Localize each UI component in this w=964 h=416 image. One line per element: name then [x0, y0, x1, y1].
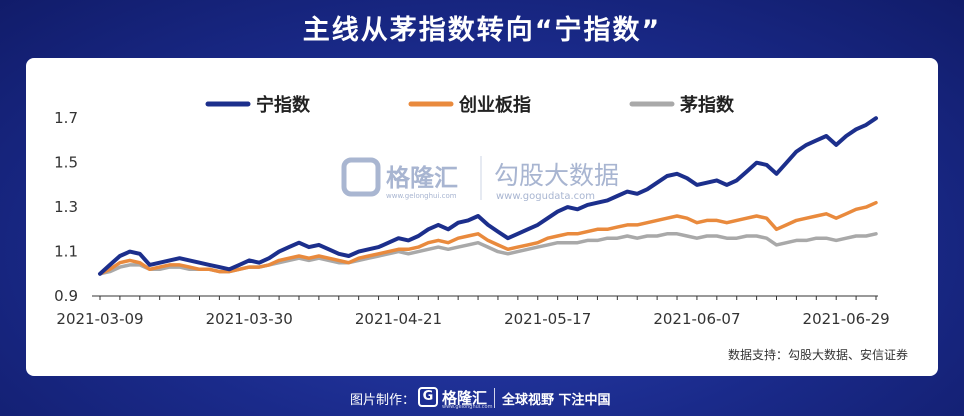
legend-label-chuangye: 创业板指: [458, 94, 531, 116]
y-tick-label: 1.5: [54, 154, 78, 172]
y-axis-ticks: 0.9 1.1 1.3 1.5 1.7: [54, 109, 78, 305]
gelonghui-watermark-logo-icon: [341, 157, 381, 197]
chart-card: 格隆汇 www.gelonghui.com 勾股大数据 www.gogudata…: [26, 58, 938, 376]
series-lines: [98, 116, 878, 276]
watermark: 格隆汇 www.gelonghui.com 勾股大数据 www.gogudata…: [341, 156, 619, 202]
page-title: 主线从茅指数转向“宁指数”: [302, 15, 662, 46]
footer-label: 图片制作：: [350, 393, 416, 408]
x-tick-label: 2021-06-29: [803, 310, 890, 328]
y-tick-label: 0.9: [54, 287, 78, 305]
legend-label-mao: 茅指数: [680, 94, 735, 116]
legend: 宁指数 创业板指 茅指数: [205, 94, 735, 116]
gelonghui-watermark-name: 格隆汇: [386, 164, 458, 192]
data-source-note: 数据支持：勾股大数据、安信证券: [727, 348, 908, 362]
x-tick-label: 2021-03-30: [206, 310, 293, 328]
footer-slogan: 全球视野 下注中国: [502, 393, 611, 408]
gelonghui-watermark-url: www.gelonghui.com: [386, 192, 457, 200]
footer-divider: [494, 388, 495, 408]
gogudata-watermark-name: 勾股大数据: [494, 161, 619, 190]
x-tick-label: 2021-05-17: [504, 310, 591, 328]
legend-label-ning: 宁指数: [256, 94, 311, 116]
line-chart: 格隆汇 www.gelonghui.com 勾股大数据 www.gogudata…: [54, 94, 890, 328]
y-tick-label: 1.7: [54, 109, 78, 127]
footer-logo-url: www.gelonghui.com: [442, 404, 493, 410]
y-tick-label: 1.1: [54, 243, 78, 261]
footer: 图片制作： G 格隆汇 www.gelonghui.com 全球视野 下注中国: [0, 384, 964, 412]
gogudata-watermark-url: www.gogudata.com: [496, 191, 595, 202]
series-line-ning: [98, 116, 878, 276]
x-tick-label: 2021-03-09: [56, 310, 143, 328]
x-tick-label: 2021-06-07: [653, 310, 740, 328]
x-tick-label: 2021-04-21: [355, 310, 442, 328]
series-line-chuangye: [98, 200, 878, 276]
y-tick-label: 1.3: [54, 198, 78, 216]
x-axis-labels: 2021-03-09 2021-03-30 2021-04-21 2021-05-17…: [56, 310, 889, 328]
footer-logo-name: 格隆汇: [442, 389, 488, 407]
x-axis-ticks: [99, 296, 877, 300]
gelonghui-logo-icon: G: [418, 387, 438, 407]
